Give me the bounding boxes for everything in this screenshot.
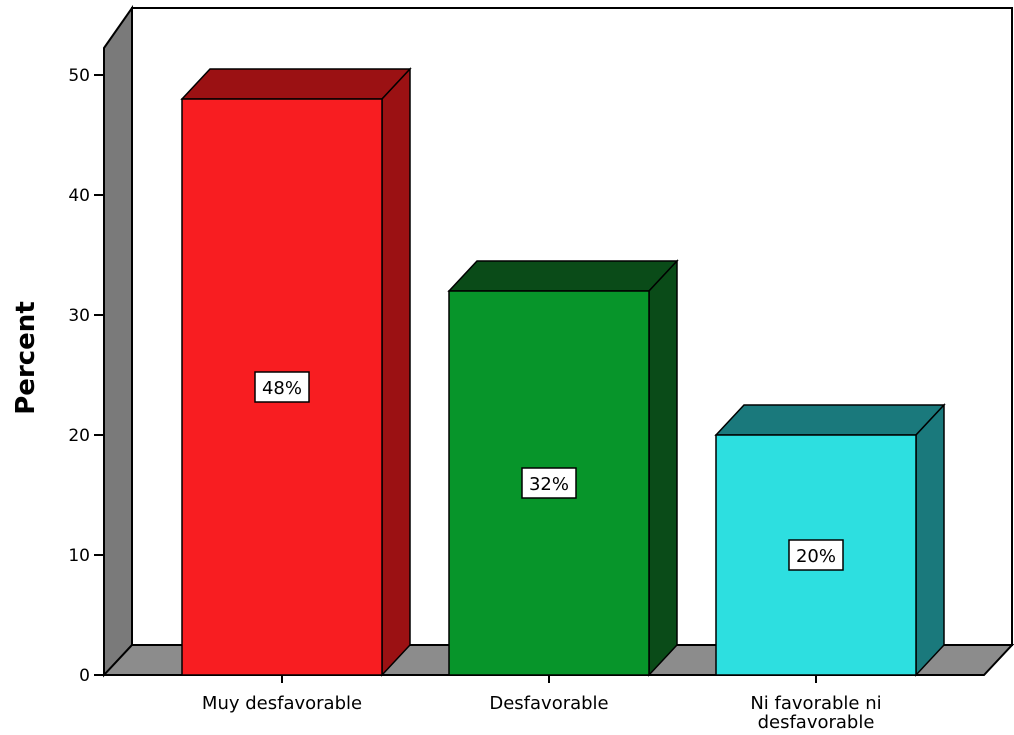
y-axis-title: Percent	[11, 301, 41, 415]
bar-top-face	[714, 404, 946, 436]
category-label: Desfavorable	[489, 693, 608, 714]
y-tick-label: 20	[68, 426, 90, 446]
category-label: Ni favorable ni desfavorable	[750, 693, 881, 733]
data-label: 48%	[262, 378, 302, 399]
bar: 32%	[447, 259, 679, 677]
bar-front-face	[448, 290, 650, 676]
bar: 20%	[714, 403, 946, 677]
y-tick-label: 40	[68, 186, 90, 206]
bars: 48% 32% 20%	[180, 67, 946, 677]
data-label-box	[254, 371, 310, 403]
left-wall	[103, 4, 133, 678]
bar-top-face	[447, 260, 679, 292]
y-tick-label: 50	[68, 66, 90, 86]
y-tick-label: 0	[79, 666, 90, 686]
bar: 48%	[180, 67, 412, 677]
category-labels: Muy desfavorable Desfavorable Ni favorable…	[202, 675, 882, 733]
y-tick-label: 10	[68, 546, 90, 566]
bar-side-face	[648, 259, 678, 677]
bar-top-face	[180, 68, 412, 100]
data-label-box	[521, 467, 577, 499]
y-tick-label: 30	[68, 306, 90, 326]
bar-side-face	[381, 67, 411, 677]
bar-side-face	[915, 403, 945, 677]
category-label: Muy desfavorable	[202, 693, 362, 714]
data-label: 32%	[529, 474, 569, 495]
data-label-box	[788, 539, 844, 571]
data-label: 20%	[796, 546, 836, 567]
